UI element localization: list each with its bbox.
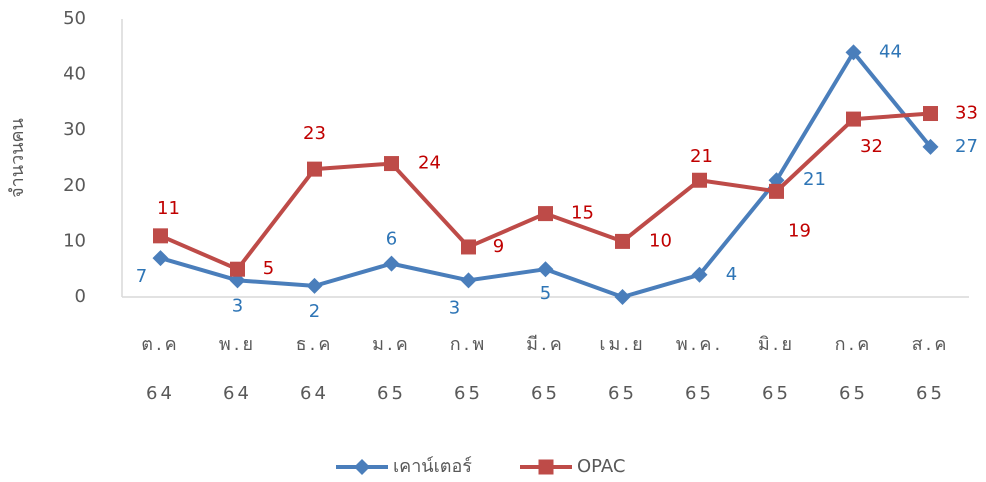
marker bbox=[383, 255, 400, 272]
marker bbox=[691, 266, 708, 283]
marker bbox=[153, 228, 168, 244]
marker bbox=[769, 183, 784, 199]
data-label: 32 bbox=[860, 136, 883, 157]
marker bbox=[230, 261, 245, 277]
data-label: 10 bbox=[649, 230, 672, 251]
data-label: 33 bbox=[955, 103, 978, 124]
marker bbox=[923, 106, 938, 122]
marker bbox=[354, 459, 370, 475]
y-tick-label: 0 bbox=[75, 286, 86, 307]
x-tick-label: 65 bbox=[531, 383, 560, 404]
x-tick-label: 64 bbox=[300, 383, 329, 404]
marker bbox=[460, 272, 477, 289]
y-axis-label: จำนวนคน bbox=[7, 118, 28, 198]
data-label: 4 bbox=[726, 264, 737, 285]
x-tick-label: พ.ย bbox=[219, 334, 256, 355]
marker bbox=[846, 111, 861, 127]
data-label: 21 bbox=[803, 169, 826, 190]
marker bbox=[692, 172, 707, 188]
marker bbox=[537, 261, 554, 278]
data-label: 23 bbox=[303, 123, 326, 144]
x-tick-label: ม.ค bbox=[372, 334, 411, 355]
data-label: 9 bbox=[493, 236, 504, 257]
x-tick-label: 65 bbox=[916, 383, 945, 404]
data-label: 24 bbox=[418, 153, 441, 174]
data-label: 44 bbox=[879, 41, 902, 62]
y-tick-label: 50 bbox=[63, 8, 86, 29]
legend-item: OPAC bbox=[520, 456, 625, 477]
x-tick-label: 65 bbox=[839, 383, 868, 404]
data-label: 15 bbox=[571, 203, 594, 224]
x-tick-label: 65 bbox=[685, 383, 714, 404]
data-label: 27 bbox=[955, 136, 978, 157]
x-tick-label: 64 bbox=[223, 383, 252, 404]
x-tick-label: 65 bbox=[608, 383, 637, 404]
marker bbox=[307, 161, 322, 177]
marker bbox=[615, 233, 630, 249]
x-tick-label: ต.ค bbox=[141, 334, 179, 355]
data-label: 3 bbox=[232, 295, 243, 316]
data-label: 7 bbox=[136, 266, 147, 287]
data-label: 11 bbox=[157, 198, 180, 219]
y-tick-label: 20 bbox=[63, 175, 86, 196]
marker bbox=[152, 250, 169, 267]
x-tick-label: พ.ค. bbox=[676, 334, 723, 355]
legend-label: OPAC bbox=[577, 456, 625, 477]
series-line bbox=[159, 111, 931, 272]
marker bbox=[538, 206, 553, 222]
marker bbox=[306, 277, 323, 294]
legend-item: เคาน์เตอร์ bbox=[336, 456, 472, 477]
marker bbox=[614, 289, 631, 305]
x-tick-label: ก.ค bbox=[835, 334, 873, 355]
marker bbox=[384, 156, 399, 172]
data-label: 19 bbox=[788, 220, 811, 241]
x-tick-label: มี.ค bbox=[526, 334, 565, 355]
y-tick-label: 30 bbox=[63, 119, 86, 140]
x-tick-label: มิ.ย bbox=[758, 334, 795, 355]
x-tick-label: ธ.ค bbox=[296, 334, 334, 355]
x-tick-label: 65 bbox=[377, 383, 406, 404]
data-label: 5 bbox=[263, 258, 274, 279]
x-tick-label: ส.ค bbox=[912, 334, 950, 355]
marker bbox=[922, 138, 939, 155]
marker bbox=[845, 44, 862, 61]
data-label: 3 bbox=[449, 297, 460, 318]
marker bbox=[461, 239, 476, 255]
y-tick-label: 10 bbox=[63, 230, 86, 251]
data-label: 6 bbox=[386, 229, 397, 250]
x-tick-label: เม.ย bbox=[599, 334, 645, 355]
x-tick-label: 64 bbox=[146, 383, 175, 404]
x-tick-label: ก.พ bbox=[450, 334, 488, 355]
data-label: 5 bbox=[540, 283, 551, 304]
data-label: 2 bbox=[309, 301, 320, 322]
data-label: 21 bbox=[690, 146, 713, 167]
legend-label: เคาน์เตอร์ bbox=[393, 456, 472, 477]
x-tick-label: 65 bbox=[454, 383, 483, 404]
marker bbox=[538, 459, 554, 475]
x-tick-label: 65 bbox=[762, 383, 791, 404]
y-tick-label: 40 bbox=[63, 64, 86, 85]
